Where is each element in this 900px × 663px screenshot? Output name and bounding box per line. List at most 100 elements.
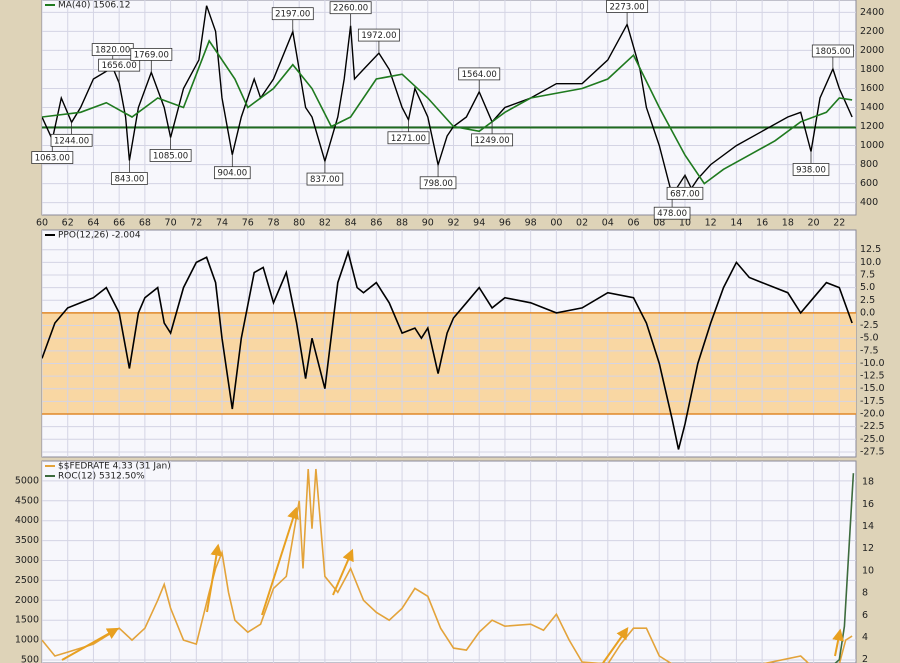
x-tick-label: 76 [242,218,254,229]
annotation-box [111,172,148,185]
annotation-box [98,58,141,72]
y-tick-label: 2000 [15,595,39,606]
x-tick-label: 90 [422,218,434,229]
annotation-label: 1085.00 [153,151,188,161]
x-tick-label: 08 [653,218,665,229]
arrow [206,543,223,613]
annotation-label: 2260.00 [333,4,368,14]
annotation-label: 1063.00 [35,154,70,164]
y-tick-label: 3500 [15,535,39,546]
arrow [832,628,845,657]
y-tick-label: 4500 [15,495,39,506]
x-tick-label: 16 [756,218,768,229]
x-tick-label: 74 [216,218,228,229]
annotation-box [471,133,514,147]
y2-tick-label: 6 [862,610,868,621]
x-tick-label: 68 [139,218,151,229]
annotation-label: 1244.00 [54,136,89,146]
y2-tick-label: 4 [862,632,868,643]
y-tick-label: 800 [860,159,878,170]
annotation-box [149,149,192,162]
y-tick-label: 1000 [860,140,884,151]
x-tick-label: 12 [705,218,717,229]
annotation-box [50,133,93,147]
y-tick-label: 4000 [15,515,39,526]
x-tick-label: 66 [113,218,125,229]
x-tick-label: 20 [808,218,820,229]
annotation-box [792,163,830,176]
y-tick-label: -25.0 [860,434,885,445]
annotation-box [214,166,251,180]
y2-tick-label: 2 [862,654,868,663]
y-tick-label: 3000 [15,555,39,566]
y-tick-label: -20.0 [860,409,885,420]
y-tick-label: -17.5 [860,396,885,407]
legend-label: ROC(12) 5312.50% [58,472,145,482]
arrow [261,506,299,616]
y-tick-label: 1500 [15,615,39,626]
annotation-box [458,67,501,81]
annotation-box [811,44,854,58]
x-tick-label: 84 [345,218,357,229]
plot [42,230,856,457]
arrow [602,627,629,663]
annotation-label: 904.00 [217,169,247,179]
legend-label: $$FEDRATE 4.33 (31 Jan) [58,462,171,472]
y-tick-label: -27.5 [860,446,885,457]
x-tick-label: 18 [782,218,794,229]
y-tick-label: 2000 [860,45,884,56]
y-tick-label: -5.0 [860,333,879,344]
x-tick-label: 06 [627,218,639,229]
annotation-box [666,186,704,200]
series-line [42,468,853,663]
series-line [42,39,853,185]
x-tick-label: 02 [576,218,588,229]
y-tick-label: 10.0 [860,257,881,268]
y-tick-label: 1800 [860,64,884,75]
plot-area [41,460,857,663]
annotation-box [606,0,649,13]
y-tick-label: 500 [21,655,39,663]
y-tick-label: 400 [860,197,878,208]
x-tick-label: 98 [525,218,537,229]
annotation-label: 1769.00 [134,50,169,60]
annotation-label: 798.00 [423,179,453,189]
y-tick-label: -15.0 [860,383,885,394]
series-line [42,5,853,197]
y2-tick-label: 14 [862,521,874,532]
annotation-box [387,131,430,145]
y2-tick-label: 8 [862,588,868,599]
y-tick-label: 5.0 [860,282,875,293]
x-tick-label: 88 [396,218,408,229]
annotation-label: 2273.00 [610,2,645,12]
y-tick-label: 1600 [860,83,884,94]
legend-label: MA(40) 1506.12 [58,1,130,11]
x-tick-label: 92 [447,218,459,229]
annotation-label: 1805.00 [815,47,850,57]
y2-tick-label: 12 [862,543,874,554]
annotation-label: 837.00 [310,175,340,185]
y-tick-label: 2.5 [860,295,875,306]
x-tick-label: 96 [499,218,511,229]
annotation-box [130,47,173,61]
series-line [42,249,853,450]
x-tick-label: 14 [730,218,742,229]
x-tick-label: 64 [87,218,99,229]
annotation-label: 1564.00 [462,70,497,80]
annotation-label: 2197.00 [275,10,310,20]
annotation-box [419,176,457,190]
annotation-label: 843.00 [115,174,145,184]
annotation-box [306,172,344,186]
annotation-box [31,151,74,164]
y-tick-label: 12.5 [860,244,881,255]
y2-tick-label: 10 [862,565,874,576]
annotation-label: 1656.00 [102,61,137,71]
y-tick-label: 1000 [15,635,39,646]
annotation-label: 1249.00 [475,136,510,146]
x-tick-label: 62 [62,218,74,229]
y-tick-label: 2400 [860,7,884,18]
x-tick-label: 10 [679,218,691,229]
annotation-label: 687.00 [670,189,700,199]
trend-arrows [61,506,845,663]
